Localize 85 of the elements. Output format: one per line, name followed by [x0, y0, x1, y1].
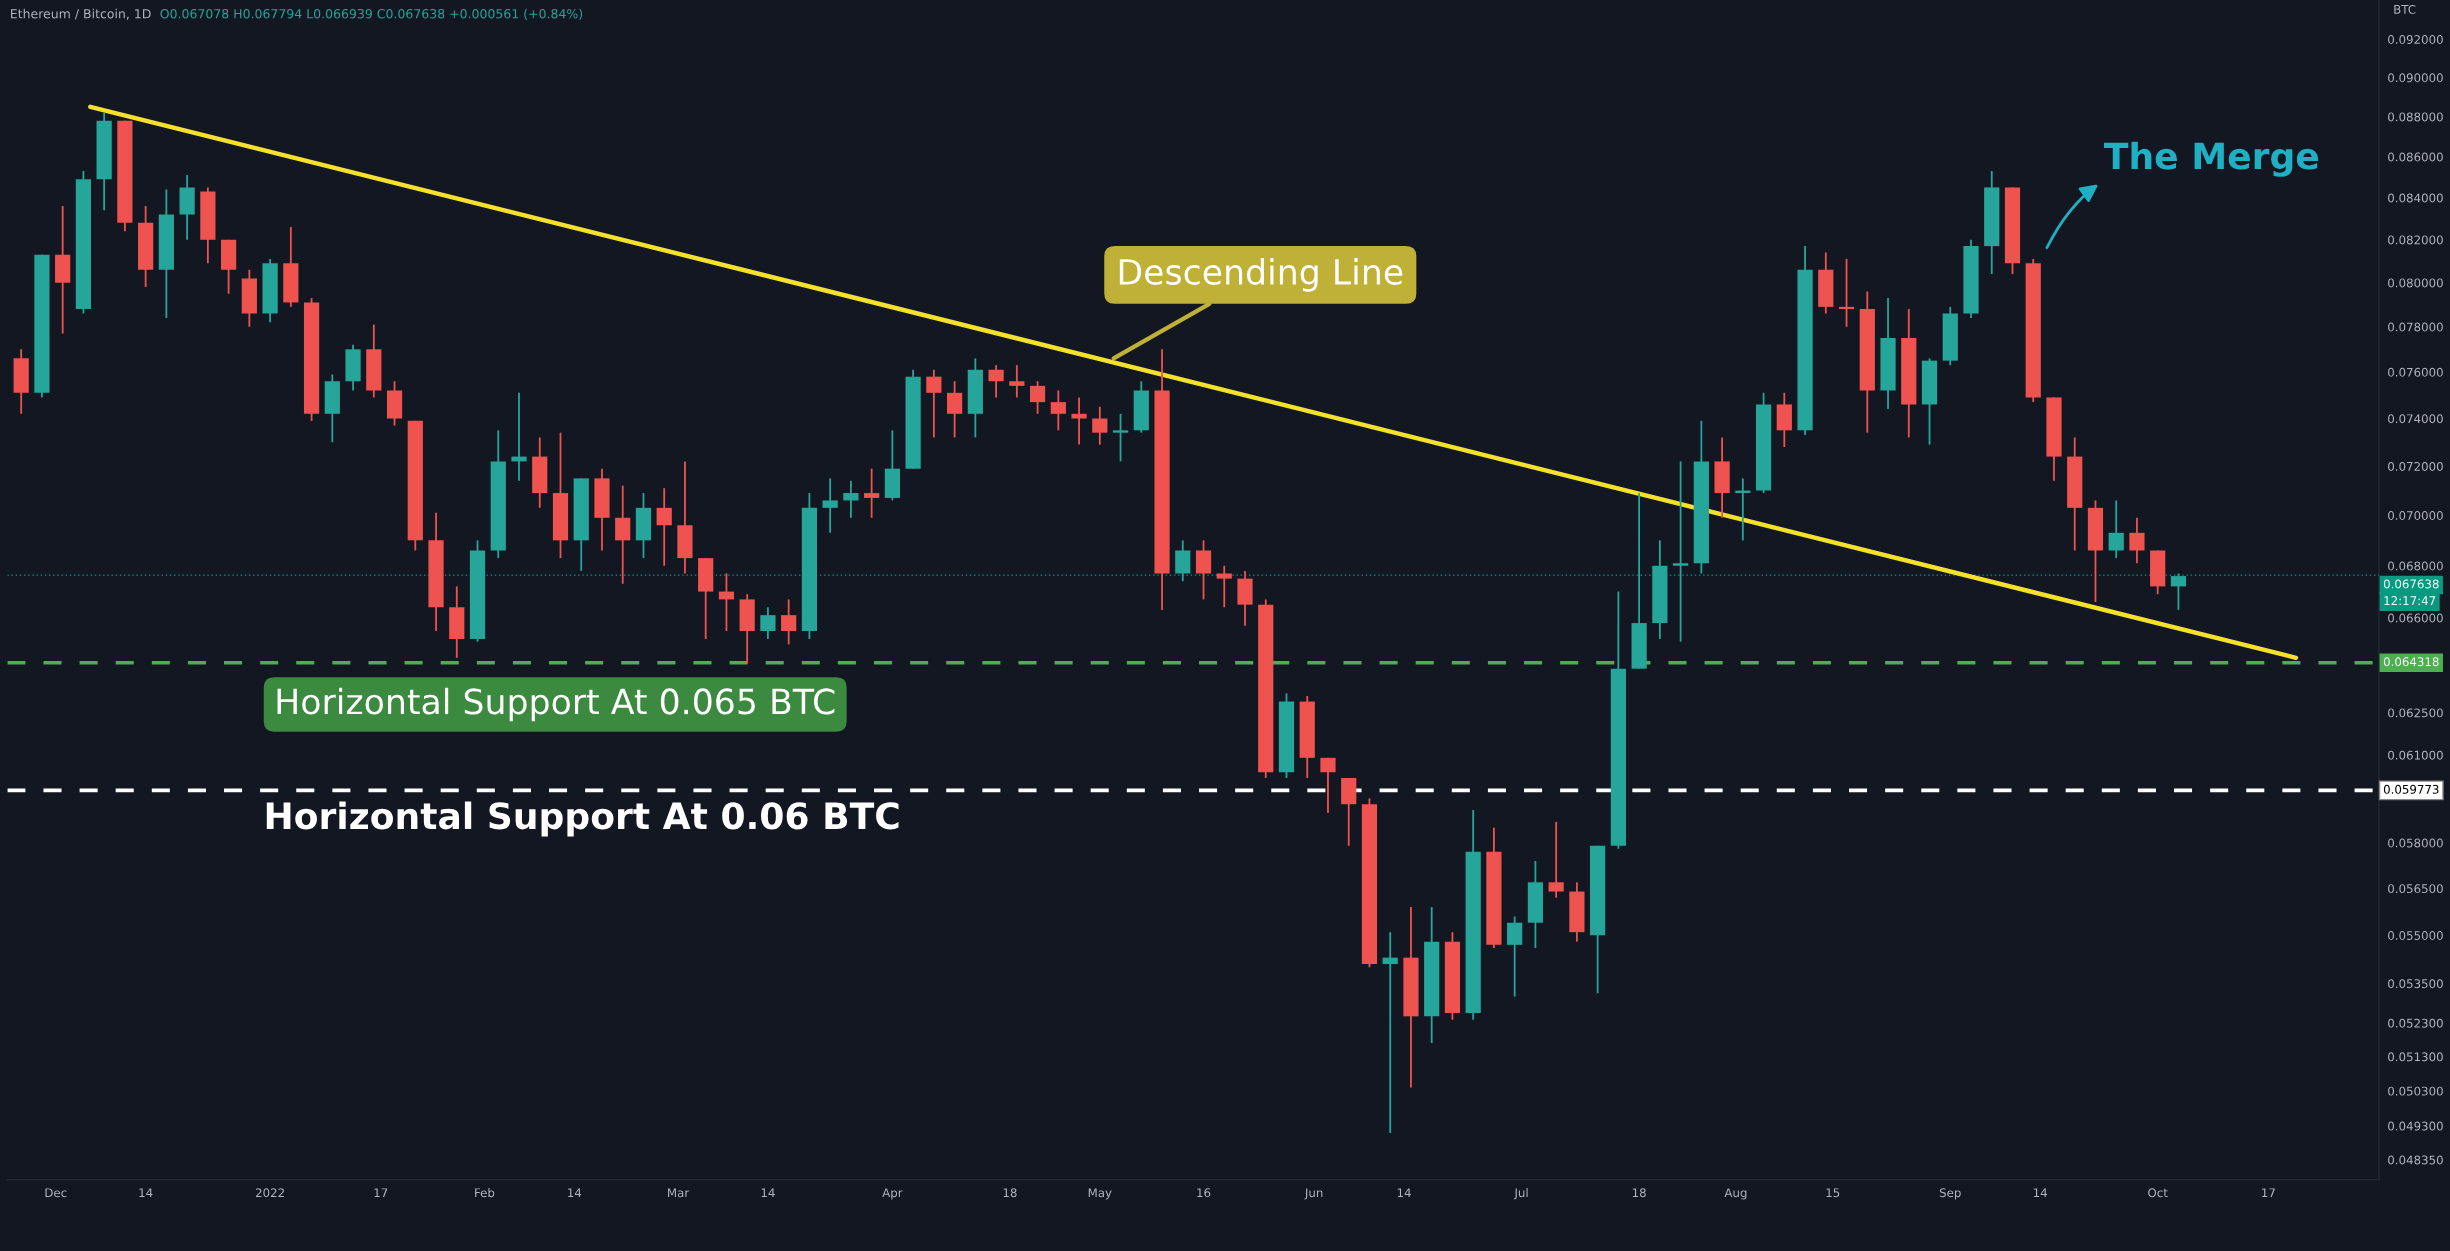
x-tick-label: 15 — [1826, 1188, 1840, 1198]
y-tick-label: 0.092000 — [2388, 35, 2443, 44]
candlestick — [1507, 915, 1523, 998]
y-tick-label: 0.072000 — [2388, 461, 2443, 471]
x-tick-label: 16 — [1197, 1188, 1211, 1198]
y-tick-label: 0.066000 — [2388, 613, 2443, 623]
y-tick-label: 0.078000 — [2388, 322, 2443, 332]
y-tick-label: 0.088000 — [2388, 112, 2443, 122]
candlestick — [1092, 405, 1108, 446]
candlestick — [781, 598, 797, 646]
annotation: The Merge — [2104, 141, 2319, 177]
candlestick — [760, 606, 776, 640]
candlestick — [2129, 516, 2145, 565]
x-tick-label: Dec — [45, 1188, 67, 1198]
candlestick — [864, 467, 880, 519]
candlestick — [2108, 499, 2124, 560]
annotation: Descending Line — [1119, 258, 1403, 292]
y-tick-label: 0.070000 — [2388, 511, 2443, 520]
y-tick-label: 0.084000 — [2388, 193, 2443, 203]
x-tick-label: 17 — [374, 1188, 388, 1197]
x-tick-label: Oct — [2148, 1188, 2168, 1198]
text: O0.067078 H0.067794 L0.066939 C0.067638 +0.000561 (+0.84%) — [160, 8, 583, 20]
candlestick — [1112, 412, 1129, 463]
y-tick-label: 0.050300 — [2388, 1086, 2443, 1096]
x-tick-label: Sep — [1939, 1188, 1961, 1200]
y-tick-label: 0.061000 — [2388, 750, 2443, 760]
candlestick — [1195, 539, 1212, 601]
candlestick — [1216, 564, 1232, 609]
candlestick — [1175, 539, 1191, 583]
candlestick — [2170, 572, 2187, 611]
candlestick — [1673, 460, 1689, 643]
annotation: Horizontal Support At 0.06 BTC — [266, 801, 899, 837]
x-tick-label: 14 — [139, 1188, 153, 1197]
ref-line-label: 0.059773 — [2383, 784, 2439, 794]
y-tick-label: 0.062500 — [2388, 708, 2443, 718]
x-tick-label: 14 — [761, 1188, 775, 1197]
candlestick — [1029, 380, 1046, 415]
x-tick-label: 14 — [1397, 1188, 1411, 1197]
text: 12:17:47 — [2384, 596, 2436, 605]
candlestick — [615, 484, 631, 585]
x-tick-label: Jul — [1513, 1188, 1528, 1200]
y-tick-label: 0.090000 — [2388, 73, 2443, 83]
y-tick-label: 0.056500 — [2388, 884, 2443, 894]
y-tick-label: 0.052300 — [2388, 1018, 2443, 1028]
x-tick-label: Mar — [668, 1188, 690, 1198]
candlestick — [1071, 396, 1087, 446]
annotation: Horizontal Support At 0.065 BTC — [277, 687, 835, 722]
x-tick-label: 17 — [2262, 1188, 2275, 1197]
y-tick-label: 0.068000 — [2388, 561, 2443, 571]
y-axis-title: BTC — [2394, 4, 2416, 14]
x-tick-label: 18 — [1003, 1188, 1017, 1198]
y-tick-label: 0.058000 — [2388, 838, 2443, 848]
y-tick-label: 0.082000 — [2388, 235, 2443, 245]
candlestick — [1548, 821, 1564, 899]
candlestick — [843, 479, 859, 519]
y-tick-label: 0.076000 — [2388, 367, 2443, 377]
candlestick — [656, 487, 672, 567]
candlestick — [1050, 389, 1066, 432]
x-tick-label: Feb — [475, 1188, 495, 1198]
x-tick-label: May — [1088, 1188, 1112, 1200]
y-tick-label: 0.086000 — [2388, 152, 2443, 162]
y-tick-label: 0.051300 — [2388, 1052, 2443, 1062]
candlestick — [926, 368, 942, 439]
y-tick-label: 0.049300 — [2388, 1121, 2443, 1131]
y-tick-label: 0.053500 — [2388, 979, 2443, 989]
candlestick — [1382, 931, 1398, 1134]
x-tick-label: Apr — [882, 1188, 903, 1200]
candlestick — [1320, 756, 1336, 814]
x-tick-label: 2022 — [255, 1188, 284, 1198]
x-tick-label: 14 — [568, 1188, 582, 1197]
ref-line-label: 0.067638 — [2383, 579, 2439, 589]
y-tick-label: 0.055000 — [2388, 931, 2443, 940]
text: Ethereum / Bitcoin, 1D — [11, 8, 151, 20]
y-tick-label: 0.074000 — [2388, 414, 2443, 424]
candlestick — [947, 380, 963, 439]
x-tick-label: Aug — [1724, 1188, 1747, 1200]
ref-line-label: 0.064318 — [2383, 657, 2439, 667]
x-tick-label: 18 — [1632, 1188, 1646, 1198]
x-tick-label: 14 — [2033, 1188, 2047, 1197]
candlestick — [988, 364, 1004, 399]
y-tick-label: 0.080000 — [2388, 278, 2443, 288]
y-tick-label: 0.048350 — [2388, 1155, 2443, 1165]
candlestick — [822, 477, 838, 534]
candlestick — [1009, 364, 1025, 399]
x-tick-label: Jun — [1304, 1188, 1323, 1200]
